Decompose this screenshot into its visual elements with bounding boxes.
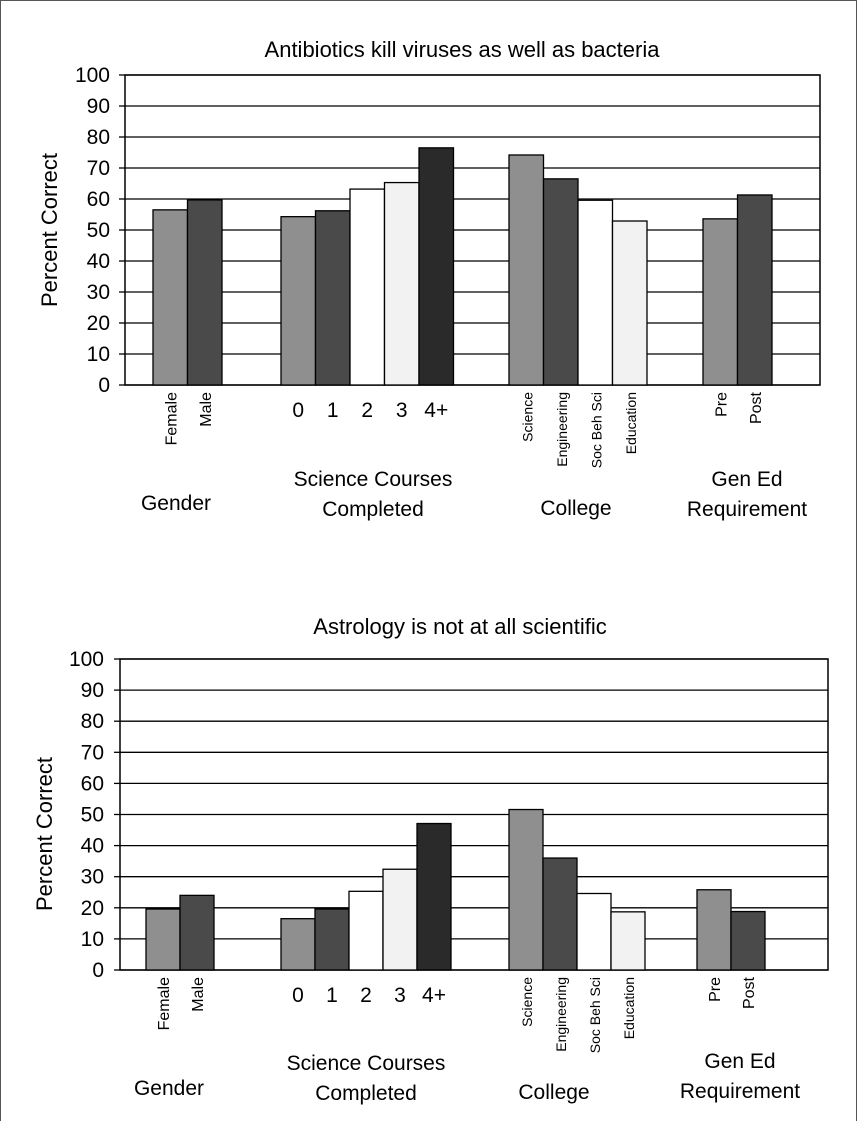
group-label-college: College bbox=[518, 1081, 589, 1104]
group-label-gen-ed-requirement-line-1: Gen Ed bbox=[704, 1050, 775, 1073]
y-tick-label-0: 0 bbox=[92, 959, 104, 982]
y-axis-label: Percent Correct bbox=[37, 153, 62, 307]
group-label-science-courses-completed-line-2: Completed bbox=[322, 498, 424, 521]
y-axis-label: Percent Correct bbox=[32, 757, 57, 911]
y-tick-label-50: 50 bbox=[87, 219, 110, 242]
group-label-gender: Gender bbox=[134, 1077, 204, 1100]
chart-panel-antibiotics: Antibiotics kill viruses as well as bact… bbox=[37, 37, 821, 521]
bar-label-college-science: Science bbox=[519, 977, 535, 1027]
bar-label-science-courses-completed-0: 0 bbox=[292, 984, 304, 1007]
y-tick-label-90: 90 bbox=[81, 679, 104, 702]
bar-gen-ed-requirement-post bbox=[730, 910, 766, 971]
group-label-gen-ed-requirement-line-2: Requirement bbox=[687, 498, 807, 521]
bar-label-college-engineering: Engineering bbox=[554, 392, 570, 467]
group-label-science-courses-completed-line-1: Science Courses bbox=[287, 1052, 446, 1075]
bar-label-science-courses-completed-3: 3 bbox=[394, 984, 406, 1007]
bar-science-courses-completed-0 bbox=[280, 918, 316, 971]
bar-college-education bbox=[611, 220, 648, 386]
bar-gender-female bbox=[152, 209, 189, 386]
bar-label-college-soc-beh-sci: Soc Beh Sci bbox=[587, 977, 603, 1053]
y-tick-label-0: 0 bbox=[98, 374, 110, 397]
bar-college-engineering bbox=[542, 178, 579, 386]
bar-label-science-courses-completed-2: 2 bbox=[360, 984, 372, 1007]
y-tick-label-70: 70 bbox=[81, 741, 104, 764]
bar-gen-ed-requirement-pre bbox=[696, 889, 732, 971]
bar-gender-male bbox=[179, 894, 215, 971]
bar-label-gender-female: Female bbox=[163, 392, 180, 445]
chart-title: Antibiotics kill viruses as well as bact… bbox=[265, 37, 661, 62]
y-tick-label-100: 100 bbox=[75, 64, 110, 87]
y-tick-label-10: 10 bbox=[87, 343, 110, 366]
bar-gender-male bbox=[186, 199, 223, 386]
bar-label-college-education: Education bbox=[623, 392, 639, 454]
group-label-college: College bbox=[540, 497, 611, 520]
y-tick-label-20: 20 bbox=[81, 897, 104, 920]
plot-frame bbox=[124, 74, 821, 386]
y-tick-label-80: 80 bbox=[81, 710, 104, 733]
group-label-science-courses-completed-line-1: Science Courses bbox=[294, 468, 453, 491]
y-tick-label-80: 80 bbox=[87, 126, 110, 149]
y-tick-label-60: 60 bbox=[87, 188, 110, 211]
bar-science-courses-completed-2 bbox=[349, 188, 386, 386]
y-tick-label-40: 40 bbox=[81, 835, 104, 858]
group-label-science-courses-completed-line-2: Completed bbox=[315, 1082, 417, 1105]
plot-frame bbox=[119, 658, 829, 971]
bar-college-engineering bbox=[542, 857, 578, 971]
y-tick-label-100: 100 bbox=[69, 648, 104, 671]
y-tick-label-60: 60 bbox=[81, 772, 104, 795]
bar-label-college-engineering: Engineering bbox=[553, 977, 569, 1052]
bar-label-gender-male: Male bbox=[198, 392, 215, 427]
y-tick-label-40: 40 bbox=[87, 250, 110, 273]
bar-label-science-courses-completed-4: 4+ bbox=[422, 984, 446, 1007]
bar-label-gender-female: Female bbox=[156, 977, 173, 1030]
bar-science-courses-completed-3 bbox=[383, 181, 420, 386]
bar-science-courses-completed-0 bbox=[280, 216, 317, 386]
y-tick-label-30: 30 bbox=[81, 866, 104, 889]
y-tick-label-70: 70 bbox=[87, 157, 110, 180]
bar-label-college-soc-beh-sci: Soc Beh Sci bbox=[588, 392, 604, 468]
bar-science-courses-completed-4 bbox=[416, 822, 452, 971]
bar-label-science-courses-completed-1: 1 bbox=[326, 984, 338, 1007]
bar-label-science-courses-completed-3: 3 bbox=[396, 399, 408, 422]
bar-college-soc-beh-sci bbox=[577, 199, 614, 386]
bar-label-gen-ed-requirement-pre: Pre bbox=[713, 392, 730, 417]
bar-gender-female bbox=[145, 908, 181, 971]
bar-gen-ed-requirement-post bbox=[736, 194, 773, 386]
group-label-gen-ed-requirement-line-1: Gen Ed bbox=[711, 468, 782, 491]
group-label-gen-ed-requirement-line-2: Requirement bbox=[680, 1080, 800, 1103]
bar-science-courses-completed-1 bbox=[314, 908, 350, 971]
bar-science-courses-completed-4 bbox=[418, 147, 455, 386]
bar-college-science bbox=[508, 154, 545, 386]
chart-panel-astrology: Astrology is not at all scientific Percen… bbox=[32, 614, 829, 1105]
group-label-gender: Gender bbox=[141, 492, 211, 515]
bar-label-science-courses-completed-2: 2 bbox=[361, 399, 373, 422]
y-tick-label-50: 50 bbox=[81, 804, 104, 827]
bar-label-college-education: Education bbox=[621, 977, 637, 1039]
bar-college-education bbox=[610, 911, 646, 971]
bar-label-science-courses-completed-0: 0 bbox=[292, 399, 304, 422]
bar-science-courses-completed-3 bbox=[382, 868, 418, 971]
y-tick-label-90: 90 bbox=[87, 95, 110, 118]
bar-label-college-science: Science bbox=[519, 392, 535, 442]
y-tick-label-10: 10 bbox=[81, 928, 104, 951]
bar-gen-ed-requirement-pre bbox=[702, 218, 739, 386]
y-tick-label-30: 30 bbox=[87, 281, 110, 304]
bar-label-science-courses-completed-1: 1 bbox=[327, 399, 339, 422]
bar-label-gen-ed-requirement-post: Post bbox=[741, 976, 758, 1009]
bar-label-gen-ed-requirement-post: Post bbox=[748, 391, 765, 424]
y-tick-label-20: 20 bbox=[87, 312, 110, 335]
chart-title: Astrology is not at all scientific bbox=[313, 614, 606, 639]
bar-label-gender-male: Male bbox=[190, 977, 207, 1012]
bar-label-gen-ed-requirement-pre: Pre bbox=[707, 977, 724, 1002]
bar-science-courses-completed-2 bbox=[348, 890, 384, 971]
bar-label-science-courses-completed-4: 4+ bbox=[424, 399, 448, 422]
